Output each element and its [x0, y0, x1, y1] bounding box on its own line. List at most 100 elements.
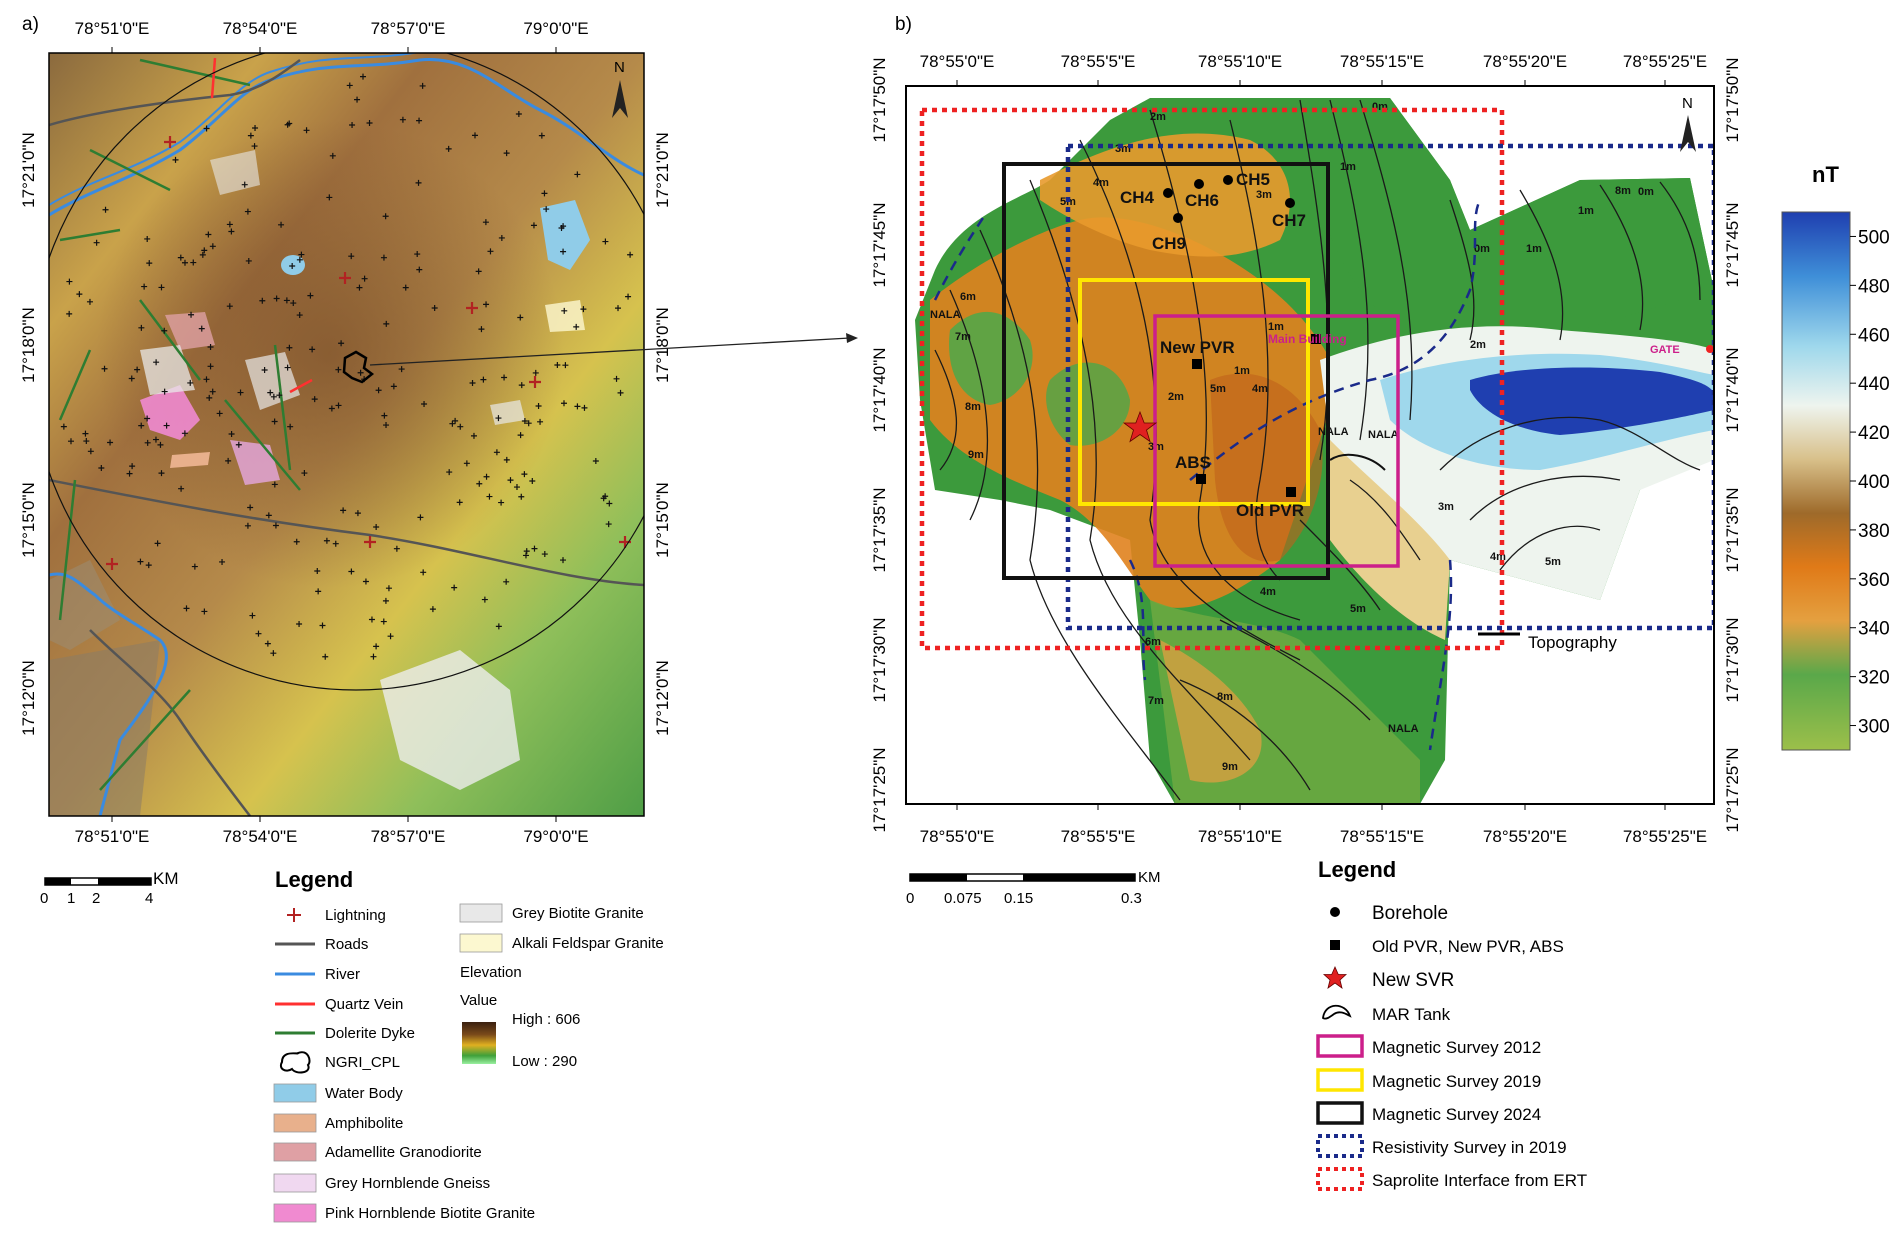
colorbar-unit: nT: [1812, 162, 1839, 187]
borehole-ch4: [1163, 188, 1173, 198]
legend-a-swatch: [273, 1142, 317, 1162]
point-marker: [329, 152, 336, 159]
lightning-marker: [164, 136, 176, 148]
legend-a-label: Pink Hornblende Biotite Granite: [325, 1205, 535, 1222]
point-marker: [617, 389, 624, 396]
nala-label: NALA: [1318, 426, 1349, 438]
svg-text:CH4: CH4: [1120, 188, 1155, 207]
point-marker: [296, 620, 303, 627]
point-marker: [276, 392, 283, 399]
colorbar-tick: 360: [1858, 570, 1890, 591]
svg-text:0.15: 0.15: [1004, 890, 1033, 907]
contour-label: 2m: [1168, 391, 1184, 403]
point-marker: [60, 423, 67, 430]
point-marker: [144, 235, 151, 242]
panel-a-left-tick: 17°12'0"N: [19, 660, 38, 736]
legend-a-right-swatch: [459, 903, 503, 923]
point-marker: [209, 388, 216, 395]
point-marker: [517, 314, 524, 321]
point-marker: [393, 545, 400, 552]
point-marker: [381, 412, 388, 419]
point-marker: [373, 523, 380, 530]
point-marker: [470, 432, 477, 439]
legend-b-swatch: [1322, 966, 1348, 989]
panel-a-bottom-tick: 79°0'0"E: [523, 827, 588, 846]
point-marker: [383, 320, 390, 327]
point-marker: [296, 312, 303, 319]
point-marker: [503, 456, 510, 463]
point-marker: [144, 415, 151, 422]
magnetic-2024-boundary: [1002, 162, 1330, 580]
point-marker: [446, 469, 453, 476]
legend-a-label: NGRI_CPL: [325, 1054, 400, 1071]
panel-a-top-tick: 78°57'0"E: [371, 19, 446, 38]
contour-label: 3m: [1438, 501, 1454, 513]
point-marker: [158, 470, 165, 477]
legend-a-label: Quartz Vein: [325, 996, 403, 1013]
point-marker: [301, 470, 308, 477]
point-marker: [416, 117, 423, 124]
point-marker: [382, 597, 389, 604]
legend-a-label: Dolerite Dyke: [325, 1025, 415, 1042]
contour-label: 0m: [1474, 243, 1490, 255]
point-marker: [249, 612, 256, 619]
new-pvr-marker: [1192, 359, 1202, 369]
point-marker: [530, 222, 537, 229]
point-marker: [191, 563, 198, 570]
borehole-ch6: [1194, 179, 1204, 189]
svg-text:CH7: CH7: [1272, 211, 1306, 230]
point-marker: [172, 156, 179, 163]
point-marker: [273, 295, 280, 302]
panel-a-label: a): [22, 14, 39, 35]
point-marker: [421, 401, 428, 408]
buffer-circle: [49, 53, 644, 691]
point-marker: [517, 432, 524, 439]
point-marker: [141, 283, 148, 290]
legend-a-title: Legend: [275, 867, 353, 892]
point-marker: [126, 470, 133, 477]
mar-tank: [1329, 453, 1386, 471]
point-marker: [235, 441, 242, 448]
svg-text:Main Building: Main Building: [1268, 332, 1347, 346]
point-marker: [245, 257, 252, 264]
point-marker: [366, 119, 373, 126]
point-marker: [525, 420, 532, 427]
point-marker: [398, 366, 405, 373]
legend-b-label: MAR Tank: [1372, 1005, 1451, 1024]
panel-b-top-tick: 78°55'0"E: [920, 52, 995, 71]
point-marker: [495, 623, 502, 630]
point-marker: [161, 388, 168, 395]
legend-a-swatch: [273, 1113, 317, 1133]
svg-text:ABS: ABS: [1175, 453, 1211, 472]
colorbar-tick: 440: [1858, 374, 1890, 395]
point-marker: [357, 369, 364, 376]
point-marker: [338, 340, 345, 347]
point-marker: [290, 300, 297, 307]
point-marker: [207, 343, 214, 350]
point-marker: [188, 311, 195, 318]
legend-b-label: Magnetic Survey 2012: [1372, 1038, 1541, 1057]
lightning-marker: [339, 272, 351, 284]
elevation-high: High : 606: [512, 1011, 580, 1028]
point-marker: [535, 403, 542, 410]
contour-label: 1m: [1578, 205, 1594, 217]
panel-a-right-tick: 17°18'0"N: [653, 307, 672, 383]
panel-b-right-tick: 17°17'30"N: [1723, 617, 1742, 702]
nala-label: NALA: [1368, 429, 1399, 441]
contour-label: 4m: [1093, 177, 1109, 189]
point-marker: [574, 403, 581, 410]
svg-text:N: N: [614, 59, 625, 76]
point-marker: [518, 382, 525, 389]
road-a: [49, 478, 644, 587]
contour-label: 8m: [965, 401, 981, 413]
colorbar-tick: 500: [1858, 227, 1890, 248]
point-marker: [328, 405, 335, 412]
point-marker: [348, 253, 355, 260]
panel-a-left-ticks: 17°21'0"N 17°18'0"N 17°15'0"N 17°12'0"N: [19, 132, 38, 736]
point-marker: [513, 484, 520, 491]
point-marker: [449, 420, 456, 427]
point-marker: [66, 310, 73, 317]
legend-a-right-label: Alkali Feldspar Granite: [512, 935, 664, 952]
point-marker: [606, 500, 613, 507]
point-marker: [414, 251, 421, 258]
